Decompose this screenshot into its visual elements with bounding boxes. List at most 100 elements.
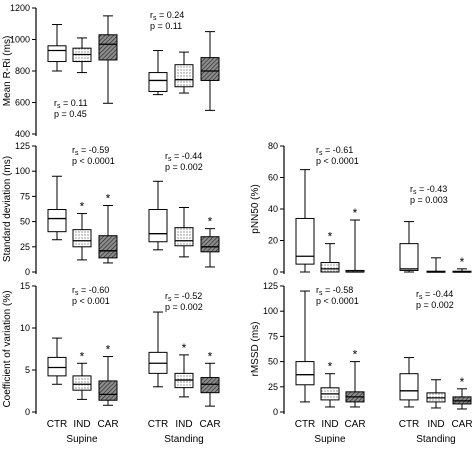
box-standing-ind: * [174,341,194,398]
box-standing-car: * [200,215,220,268]
stat-p: p < 0.0001 [72,156,115,166]
y-tick-label: 15 [20,281,30,291]
significance-star: * [460,375,465,389]
x-category-label: CTR [47,419,68,430]
box-iqr [200,57,220,81]
y-axis-label: Standard deviation (ms) [2,156,13,262]
stat-p: p < 0.001 [72,296,110,306]
significance-star: * [80,200,85,214]
stat-rs: rs = 0.11 [54,98,88,110]
x-group-label: Standing [416,434,455,445]
stat-p: p = 0.003 [410,195,448,205]
y-tick-label: 60 [268,173,278,183]
x-category-label: IND [175,419,192,430]
panel-coefficient-of-variation: 0 5 10 15 Coefficient of variation (%) CTR * IN… [2,281,221,445]
stat-rs: rs = -0.61 [316,145,353,157]
stat-rs: rs = -0.52 [165,291,202,303]
significance-star: * [80,349,85,363]
stat-p: p = 0.002 [165,302,203,312]
x-category-label: IND [321,419,338,430]
box-iqr [47,45,67,63]
stat-p: p < 0.0001 [316,296,359,306]
y-tick-label: 125 [263,281,278,291]
y-tick-label: 75 [268,331,278,341]
y-tick-label: 0 [25,267,30,277]
y-tick-label: 400 [15,129,30,139]
x-category-label: IND [73,419,90,430]
box-supine-car: * [98,191,118,264]
y-tick-label: 0 [273,267,278,277]
y-tick-label: 25 [268,382,278,392]
box-iqr [98,34,118,61]
stat-rs: rs = 0.24 [150,10,184,22]
x-category-label: CTR [399,419,420,430]
box-iqr [200,377,220,394]
y-tick-label: 600 [15,98,30,108]
box-standing-car: * [452,255,472,273]
stat-rs: rs = -0.44 [165,151,202,163]
y-axis-label: rMSSD (ms) [250,322,261,377]
box-supine-ctr [47,175,67,241]
stat-rs: rs = -0.43 [410,184,447,196]
box-iqr [47,209,67,233]
box-supine-car [98,15,118,104]
y-tick-label: 1200 [10,3,30,13]
y-tick-label: 125 [15,141,30,151]
significance-star: * [460,255,465,269]
box-supine-ctr [295,169,315,273]
panel-mean-r-ri-ms: 400 600 800 1000 1200 Mean R-Ri (ms) rs = 0.11… [2,3,220,139]
y-axis-label: Mean R-Ri (ms) [2,36,13,107]
y-tick-label: 50 [20,217,30,227]
box-iqr [399,243,419,271]
y-axis-label: Coefficient of variation (%) [2,290,13,407]
box-iqr [72,229,92,248]
box-supine-ind: * [72,349,92,400]
panel-pnn50: 0 20 40 60 80 pNN50 (%) * * rs = -0.61p < 0.0001… [250,141,472,277]
stat-p: p = 0.002 [416,300,454,310]
y-tick-label: 100 [15,166,30,176]
stat-p: p < 0.0001 [316,156,359,166]
box-standing-ind [426,379,446,409]
box-supine-ctr [47,24,67,72]
significance-star: * [328,360,333,374]
y-axis-label: pNN50 (%) [250,184,261,233]
box-iqr [200,236,220,253]
box-iqr [98,235,118,259]
box-iqr [320,262,340,273]
significance-star: * [208,349,213,363]
panel-rmssd-ms: 0 25 50 75 100 125 rMSSD (ms) CTR * IND * CAR Supine… [250,281,473,445]
box-iqr [295,361,315,386]
stat-rs: rs = -0.59 [72,145,109,157]
box-supine-ind: * [72,200,92,261]
y-tick-label: 100 [263,306,278,316]
significance-star: * [328,230,333,244]
x-category-label: IND [427,419,444,430]
box-iqr [72,375,92,391]
box-standing-ctr [148,180,168,251]
y-tick-label: 40 [268,204,278,214]
box-supine-ind [72,37,92,74]
significance-star: * [353,348,358,362]
x-category-label: CTR [148,419,169,430]
significance-star: * [182,341,187,355]
box-iqr [148,209,168,243]
x-category-label: CAR [97,419,118,430]
stat-rs: rs = -0.58 [316,285,353,297]
box-supine-ctr [295,290,315,403]
significance-star: * [106,343,111,357]
box-iqr [174,227,194,247]
box-standing-ind [426,257,446,273]
x-group-label: Supine [314,434,346,445]
x-category-label: CAR [344,419,365,430]
x-group-label: Supine [66,434,98,445]
x-group-label: Standing [164,434,203,445]
stat-rs: rs = -0.44 [416,289,453,301]
x-category-label: CAR [199,419,220,430]
box-supine-ctr [47,337,67,385]
y-tick-label: 800 [15,66,30,76]
box-standing-car: * [200,349,220,407]
y-tick-label: 25 [20,242,30,252]
y-tick-label: 0 [25,407,30,417]
